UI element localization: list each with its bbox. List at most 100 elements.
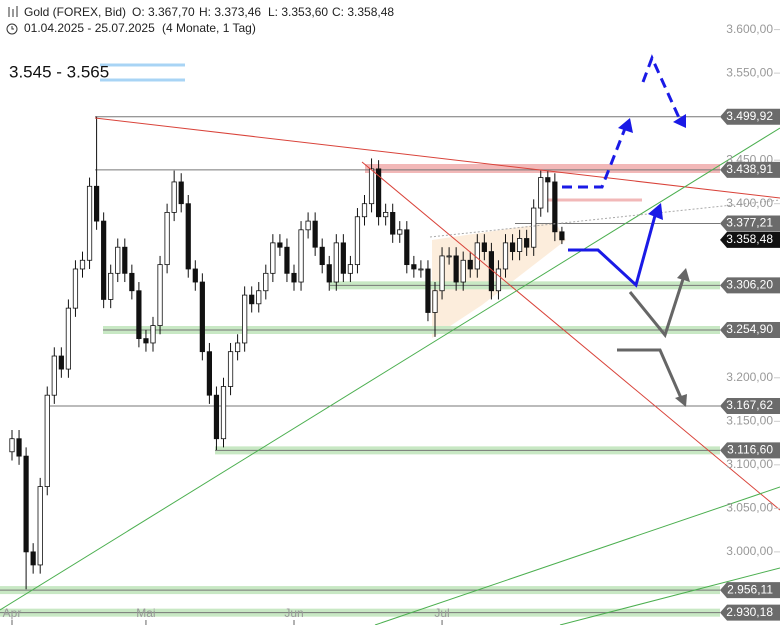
- candle-body: [51, 355, 57, 396]
- candle-body: [115, 246, 121, 274]
- date-range: 01.04.2025 - 25.07.2025: [24, 21, 155, 35]
- chart-title: Gold (FOREX, Bid): [24, 5, 126, 19]
- candle-body: [284, 246, 290, 274]
- level-label-box: [720, 161, 780, 178]
- trendline: [559, 567, 780, 625]
- candle-body: [425, 268, 431, 313]
- level-label-box: [720, 604, 780, 621]
- candle-body: [312, 220, 318, 248]
- level-label: 3.438,91: [726, 162, 773, 176]
- candle-body: [9, 438, 15, 453]
- candle-body: [192, 268, 198, 283]
- candle-body: [439, 255, 445, 292]
- x-tick-label: Mai: [136, 606, 155, 620]
- y-tick-label: 3.600,00: [726, 22, 773, 36]
- level-label: 3.499,92: [726, 109, 773, 123]
- candle-body: [263, 272, 269, 292]
- arrow-head: [673, 114, 686, 128]
- candle-body: [185, 203, 191, 270]
- candle-body: [171, 181, 177, 213]
- candle-body: [58, 355, 64, 370]
- candle-body: [72, 268, 79, 309]
- candle-body: [467, 259, 473, 270]
- ohlc-close: C: 3.358,48: [332, 5, 394, 19]
- candle-body: [65, 307, 71, 370]
- candle-body: [368, 168, 375, 205]
- trendline: [429, 199, 780, 238]
- candle-body: [361, 203, 368, 218]
- level-label: 3.116,60: [727, 443, 773, 457]
- period: (4 Monate, 1 Tag): [162, 21, 256, 35]
- level-label-box: [720, 397, 780, 414]
- scenario-arrow: [641, 54, 682, 121]
- candle-body: [319, 246, 325, 266]
- arrow-head: [648, 203, 663, 220]
- level-label-box: [720, 442, 780, 459]
- candle-body: [143, 338, 149, 344]
- ohlc-open: O: 3.367,70: [132, 5, 195, 19]
- arrow-head: [677, 268, 690, 282]
- candle-body: [122, 246, 128, 274]
- candle-body: [453, 255, 459, 283]
- candle-body: [418, 268, 424, 271]
- candle-body: [340, 242, 346, 274]
- candle-body: [375, 168, 382, 218]
- candle-body: [354, 216, 361, 266]
- level-label: 3.167,62: [726, 398, 773, 412]
- axes: 3.600,003.550,003.450,003.400,003.200,00…: [3, 22, 780, 625]
- ohlc-high: H: 3.373,46: [199, 5, 261, 19]
- trendline: [94, 117, 780, 199]
- chart-icon: [8, 6, 18, 17]
- x-tick-label: Jul: [434, 606, 449, 620]
- candle-body: [178, 181, 184, 205]
- level-label: 2.930,18: [726, 605, 773, 619]
- candle-body: [538, 177, 544, 209]
- candle-body: [517, 238, 523, 252]
- candle-body: [460, 259, 466, 283]
- candle-body: [524, 238, 530, 248]
- candle-body: [326, 264, 332, 283]
- level-label: 2.956,11: [727, 582, 773, 596]
- level-label-box: [720, 215, 780, 232]
- clock-icon: [6, 23, 18, 35]
- candle-body: [298, 229, 304, 283]
- candle-body: [249, 294, 255, 305]
- candle-body: [411, 264, 417, 270]
- candle-body: [129, 272, 135, 292]
- y-tick-label: 3.050,00: [726, 501, 773, 515]
- candle-body: [44, 394, 50, 487]
- candle-body: [559, 231, 565, 241]
- candle-body: [220, 386, 227, 440]
- candle-body: [37, 486, 43, 566]
- candle-body: [270, 242, 276, 274]
- scenario-arrow: [562, 125, 628, 189]
- arrow-head: [618, 118, 633, 133]
- candle-body: [79, 259, 86, 270]
- candle-body: [206, 351, 212, 396]
- candle-body: [383, 211, 389, 218]
- candle-body: [136, 290, 142, 340]
- candle-body: [446, 255, 452, 258]
- candle-body: [502, 242, 509, 270]
- scenario-arrow: [568, 211, 658, 288]
- candles: [9, 116, 565, 590]
- scenario-arrow: [617, 348, 683, 399]
- candle-body: [552, 181, 558, 233]
- candle-body: [545, 177, 551, 183]
- candle-body: [432, 290, 438, 313]
- trendline: [361, 161, 780, 511]
- drawings-front: [0, 54, 780, 625]
- candle-body: [234, 342, 241, 353]
- y-tick-label: 3.550,00: [726, 65, 773, 79]
- candle-body: [256, 290, 262, 305]
- candle-body: [481, 242, 487, 252]
- level-label-box: [720, 321, 780, 338]
- trendline: [374, 486, 780, 625]
- level-label-box: [720, 231, 780, 248]
- candle-body: [531, 207, 537, 248]
- candle-body: [101, 220, 107, 300]
- ohlc-low: L: 3.353,60: [268, 5, 328, 19]
- candle-body: [404, 229, 410, 266]
- candle-body: [333, 242, 339, 283]
